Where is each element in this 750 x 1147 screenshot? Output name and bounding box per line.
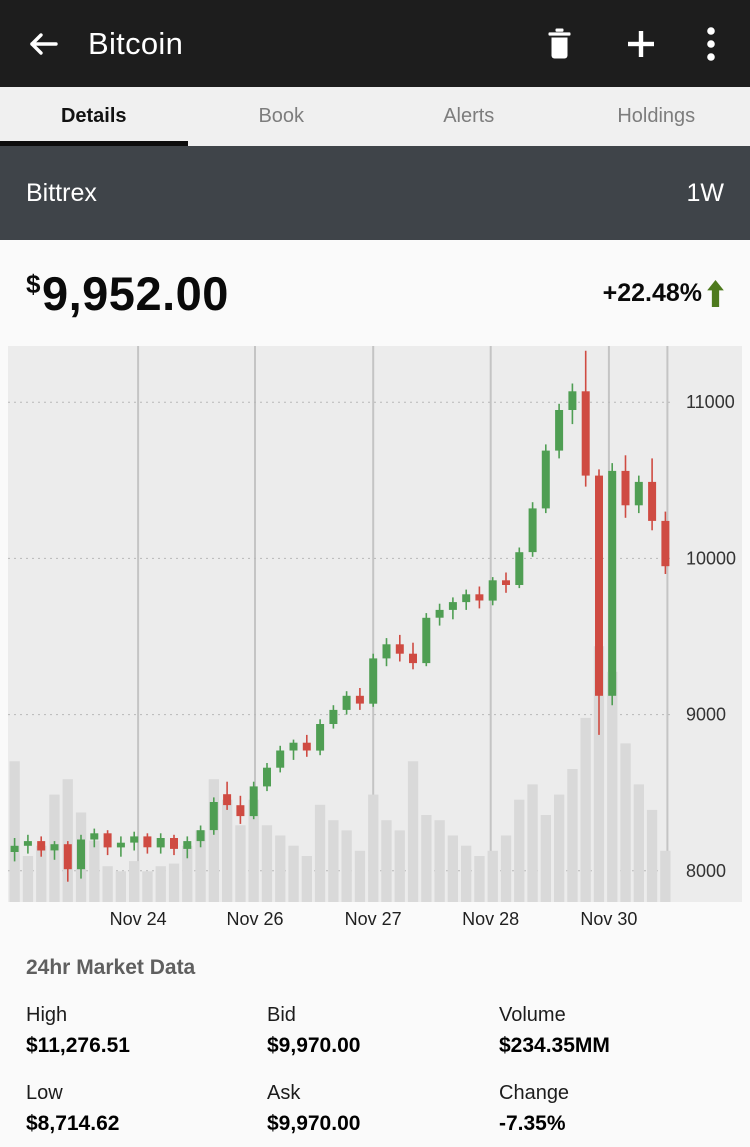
price-row: $9,952.00 +22.48% [0, 240, 750, 346]
svg-text:9000: 9000 [686, 705, 726, 725]
svg-text:8000: 8000 [686, 861, 726, 881]
current-price: $9,952.00 [26, 266, 229, 321]
stat-value: $9,970.00 [267, 1112, 361, 1135]
price-value: 9,952.00 [41, 266, 229, 320]
exchange-bar: Bittrex 1W [0, 146, 750, 240]
x-axis-label: Nov 24 [109, 909, 167, 929]
x-axis-label: Nov 26 [226, 909, 284, 929]
timeframe-selector[interactable]: 1W [686, 178, 725, 207]
tab-alerts[interactable]: Alerts [375, 87, 563, 146]
add-button[interactable] [600, 15, 682, 73]
x-axis-label: Nov 28 [462, 909, 520, 929]
app-header: Bitcoin [0, 0, 750, 87]
tab-alerts-label: Alerts [443, 105, 495, 127]
stat-value: $9,970.00 [267, 1034, 361, 1057]
tab-holdings[interactable]: Holdings [563, 87, 750, 146]
stat-label: Low [26, 1082, 63, 1104]
price-change-value: +22.48% [602, 278, 702, 307]
tab-book-label: Book [258, 105, 305, 127]
overflow-menu-button[interactable] [682, 15, 740, 73]
market-stat-high: High $11,276.51 [26, 1004, 267, 1058]
exchange-selector[interactable]: Bittrex [26, 178, 97, 207]
stat-label: Volume [499, 1004, 566, 1026]
stat-value: $234.35MM [499, 1034, 610, 1057]
stat-label: Ask [267, 1082, 301, 1104]
plus-icon [628, 30, 654, 57]
tab-book[interactable]: Book [188, 87, 376, 146]
trash-icon [548, 28, 570, 59]
stat-label: High [26, 1004, 68, 1026]
market-stat-change: Change -7.35% [499, 1082, 750, 1136]
delete-button[interactable] [518, 15, 600, 73]
market-stat-volume: Volume $234.35MM [499, 1004, 750, 1058]
x-axis-label: Nov 27 [344, 909, 402, 929]
stat-value: $11,276.51 [26, 1034, 130, 1057]
page-title: Bitcoin [88, 25, 184, 61]
back-button[interactable] [14, 15, 72, 73]
back-arrow-icon [30, 32, 58, 55]
stat-label: Bid [267, 1004, 296, 1026]
svg-text:11000: 11000 [686, 392, 735, 412]
market-stat-bid: Bid $9,970.00 [267, 1004, 499, 1058]
tab-details[interactable]: Details [0, 87, 188, 146]
x-axis-label: Nov 30 [580, 909, 638, 929]
stat-label: Change [499, 1082, 570, 1104]
overflow-menu-icon [707, 26, 715, 61]
chart-section: 8000 9000 10000 11000 Nov 24 Nov 26 Nov 27 Nov… [8, 346, 742, 938]
market-stat-low: Low $8,714.62 [26, 1082, 267, 1136]
market-stat-ask: Ask $9,970.00 [267, 1082, 499, 1136]
price-change: +22.48% [603, 279, 724, 308]
market-data-title: 24hr Market Data [26, 956, 196, 979]
tab-holdings-label: Holdings [617, 105, 696, 127]
market-data-section: 24hr Market Data High $11,276.51 Bid $9,… [0, 938, 750, 1136]
candlestick-chart[interactable]: 8000 9000 10000 11000 [8, 346, 742, 902]
arrow-up-icon [707, 279, 724, 307]
market-data-grid: High $11,276.51 Bid $9,970.00 Volume $23… [26, 1004, 750, 1136]
x-axis-labels: Nov 24 Nov 26 Nov 27 Nov 28 Nov 30 [8, 902, 742, 938]
tab-bar: Details Book Alerts Holdings [0, 87, 750, 146]
currency-symbol: $ [26, 268, 41, 299]
svg-text:10000: 10000 [686, 548, 736, 568]
stat-value: -7.35% [499, 1112, 566, 1135]
tab-details-label: Details [60, 105, 127, 127]
stat-value: $8,714.62 [26, 1112, 120, 1135]
